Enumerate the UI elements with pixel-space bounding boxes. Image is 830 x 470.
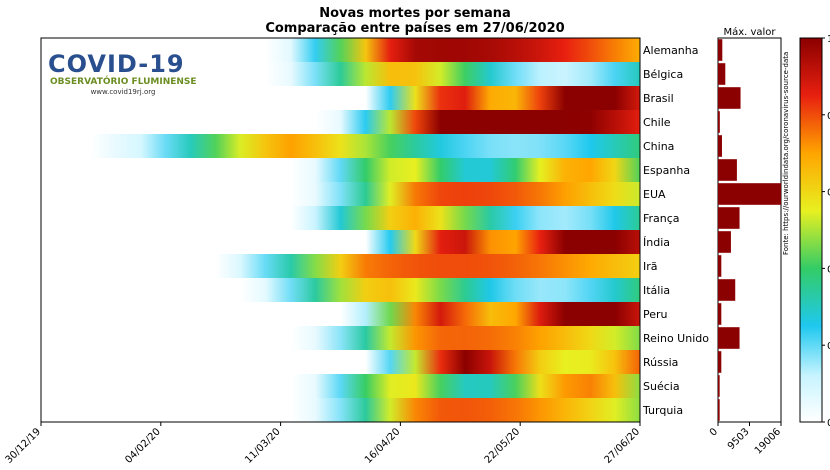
max-value-bar (718, 183, 781, 205)
colorbar-tick-label: 0 (827, 418, 830, 429)
heatmap-row (41, 350, 640, 374)
heatmap-row (41, 206, 640, 230)
country-label: China (643, 140, 674, 153)
heatmap-row (41, 254, 640, 278)
heatmap-row (41, 326, 640, 350)
country-label: Bélgica (643, 68, 683, 81)
max-value-bar (718, 135, 722, 157)
heatmap-row (41, 398, 640, 422)
country-label: Rússia (643, 356, 678, 369)
x-tick-label: 30/12/19 (4, 426, 44, 466)
heatmap-row (41, 62, 640, 86)
max-value-bar (718, 159, 737, 181)
country-label: Peru (643, 308, 668, 321)
country-label: Índia (643, 236, 670, 249)
country-label: Alemanha (643, 44, 699, 57)
heatmap-row (41, 302, 640, 326)
max-value-bar (718, 303, 722, 325)
country-label: EUA (643, 188, 666, 201)
heatmap-rows (41, 38, 640, 422)
max-value-bar (718, 207, 740, 229)
heatmap-row (41, 158, 640, 182)
max-value-bar (718, 255, 722, 277)
max-value-bar (718, 399, 720, 421)
heatmap-row (41, 38, 640, 62)
max-value-bar (718, 63, 726, 85)
max-value-bar (718, 279, 736, 301)
max-value-bar (718, 111, 720, 133)
covid19-logo: COVID-19 OBSERVATÓRIO FLUMINENSE www.cov… (48, 52, 208, 108)
bar-x-tick-label: 19006 (753, 426, 783, 456)
country-label: Reino Unido (643, 332, 709, 345)
country-label: Turquia (642, 404, 683, 417)
colorbar-tick-label: 0. (827, 341, 830, 352)
colorbar-tick-label: 0. (827, 264, 830, 275)
heatmap-row (41, 86, 640, 110)
heatmap-row (41, 134, 640, 158)
max-value-bar (718, 375, 720, 397)
bar-x-tick-label: 0 (708, 426, 720, 438)
logo-subtitle: OBSERVATÓRIO FLUMINENSE (50, 77, 197, 87)
chart-title-line2: Comparação entre países em 27/06/2020 (265, 21, 565, 36)
x-tick-label: 22/05/20 (483, 426, 523, 466)
chart-title-line1: Novas mortes por semana (319, 6, 511, 21)
heatmap-row (41, 110, 640, 134)
colorbar-tick-label: 0. (827, 111, 830, 122)
colorbar: 0 0. 0. 0. 0. 1 (799, 34, 830, 429)
country-label: Irã (643, 260, 658, 273)
x-axis-ticks: 30/12/19 04/02/20 11/03/20 16/04/20 22/05/20… (4, 422, 643, 466)
heatmap-row (41, 230, 640, 254)
country-label: Chile (643, 116, 671, 129)
heatmap-frame (40, 37, 641, 423)
x-tick-label: 04/02/20 (123, 426, 163, 466)
country-labels: Alemanha Bélgica Brasil Chile China Espanha EU… (642, 44, 709, 417)
colorbar-tick-label: 0. (827, 188, 830, 199)
logo-word: COVID-19 (48, 50, 185, 78)
heatmap-row (41, 374, 640, 398)
logo-url: www.covid19rj.org (90, 88, 156, 96)
max-value-bar (718, 351, 722, 373)
heatmap-row (41, 182, 640, 206)
x-tick-label: 11/03/20 (243, 426, 283, 466)
x-tick-label: 16/04/20 (363, 426, 403, 466)
country-label: Brasil (643, 92, 674, 105)
max-value-panel: Máx. valor 0 9503 19006 (708, 26, 783, 457)
bar-panel-title: Máx. valor (723, 26, 776, 38)
max-value-bar (718, 39, 723, 61)
country-label: Suécia (643, 380, 680, 393)
chart-title: Novas mortes por semana Comparação entre… (190, 6, 640, 36)
bar-x-tick-label: 9503 (726, 426, 752, 452)
max-value-bar (718, 87, 741, 109)
source-note: Fonte: https://ourworldindata.org/corona… (782, 51, 790, 255)
max-value-bar (718, 231, 731, 253)
country-label: França (643, 212, 680, 225)
colorbar-gradient (799, 37, 823, 423)
heatmap-row (41, 278, 640, 302)
max-value-bar (718, 327, 740, 349)
colorbar-tick-label: 1 (827, 34, 830, 45)
country-label: Itália (643, 284, 670, 297)
x-tick-label: 27/06/20 (603, 426, 643, 466)
country-label: Espanha (643, 164, 690, 177)
